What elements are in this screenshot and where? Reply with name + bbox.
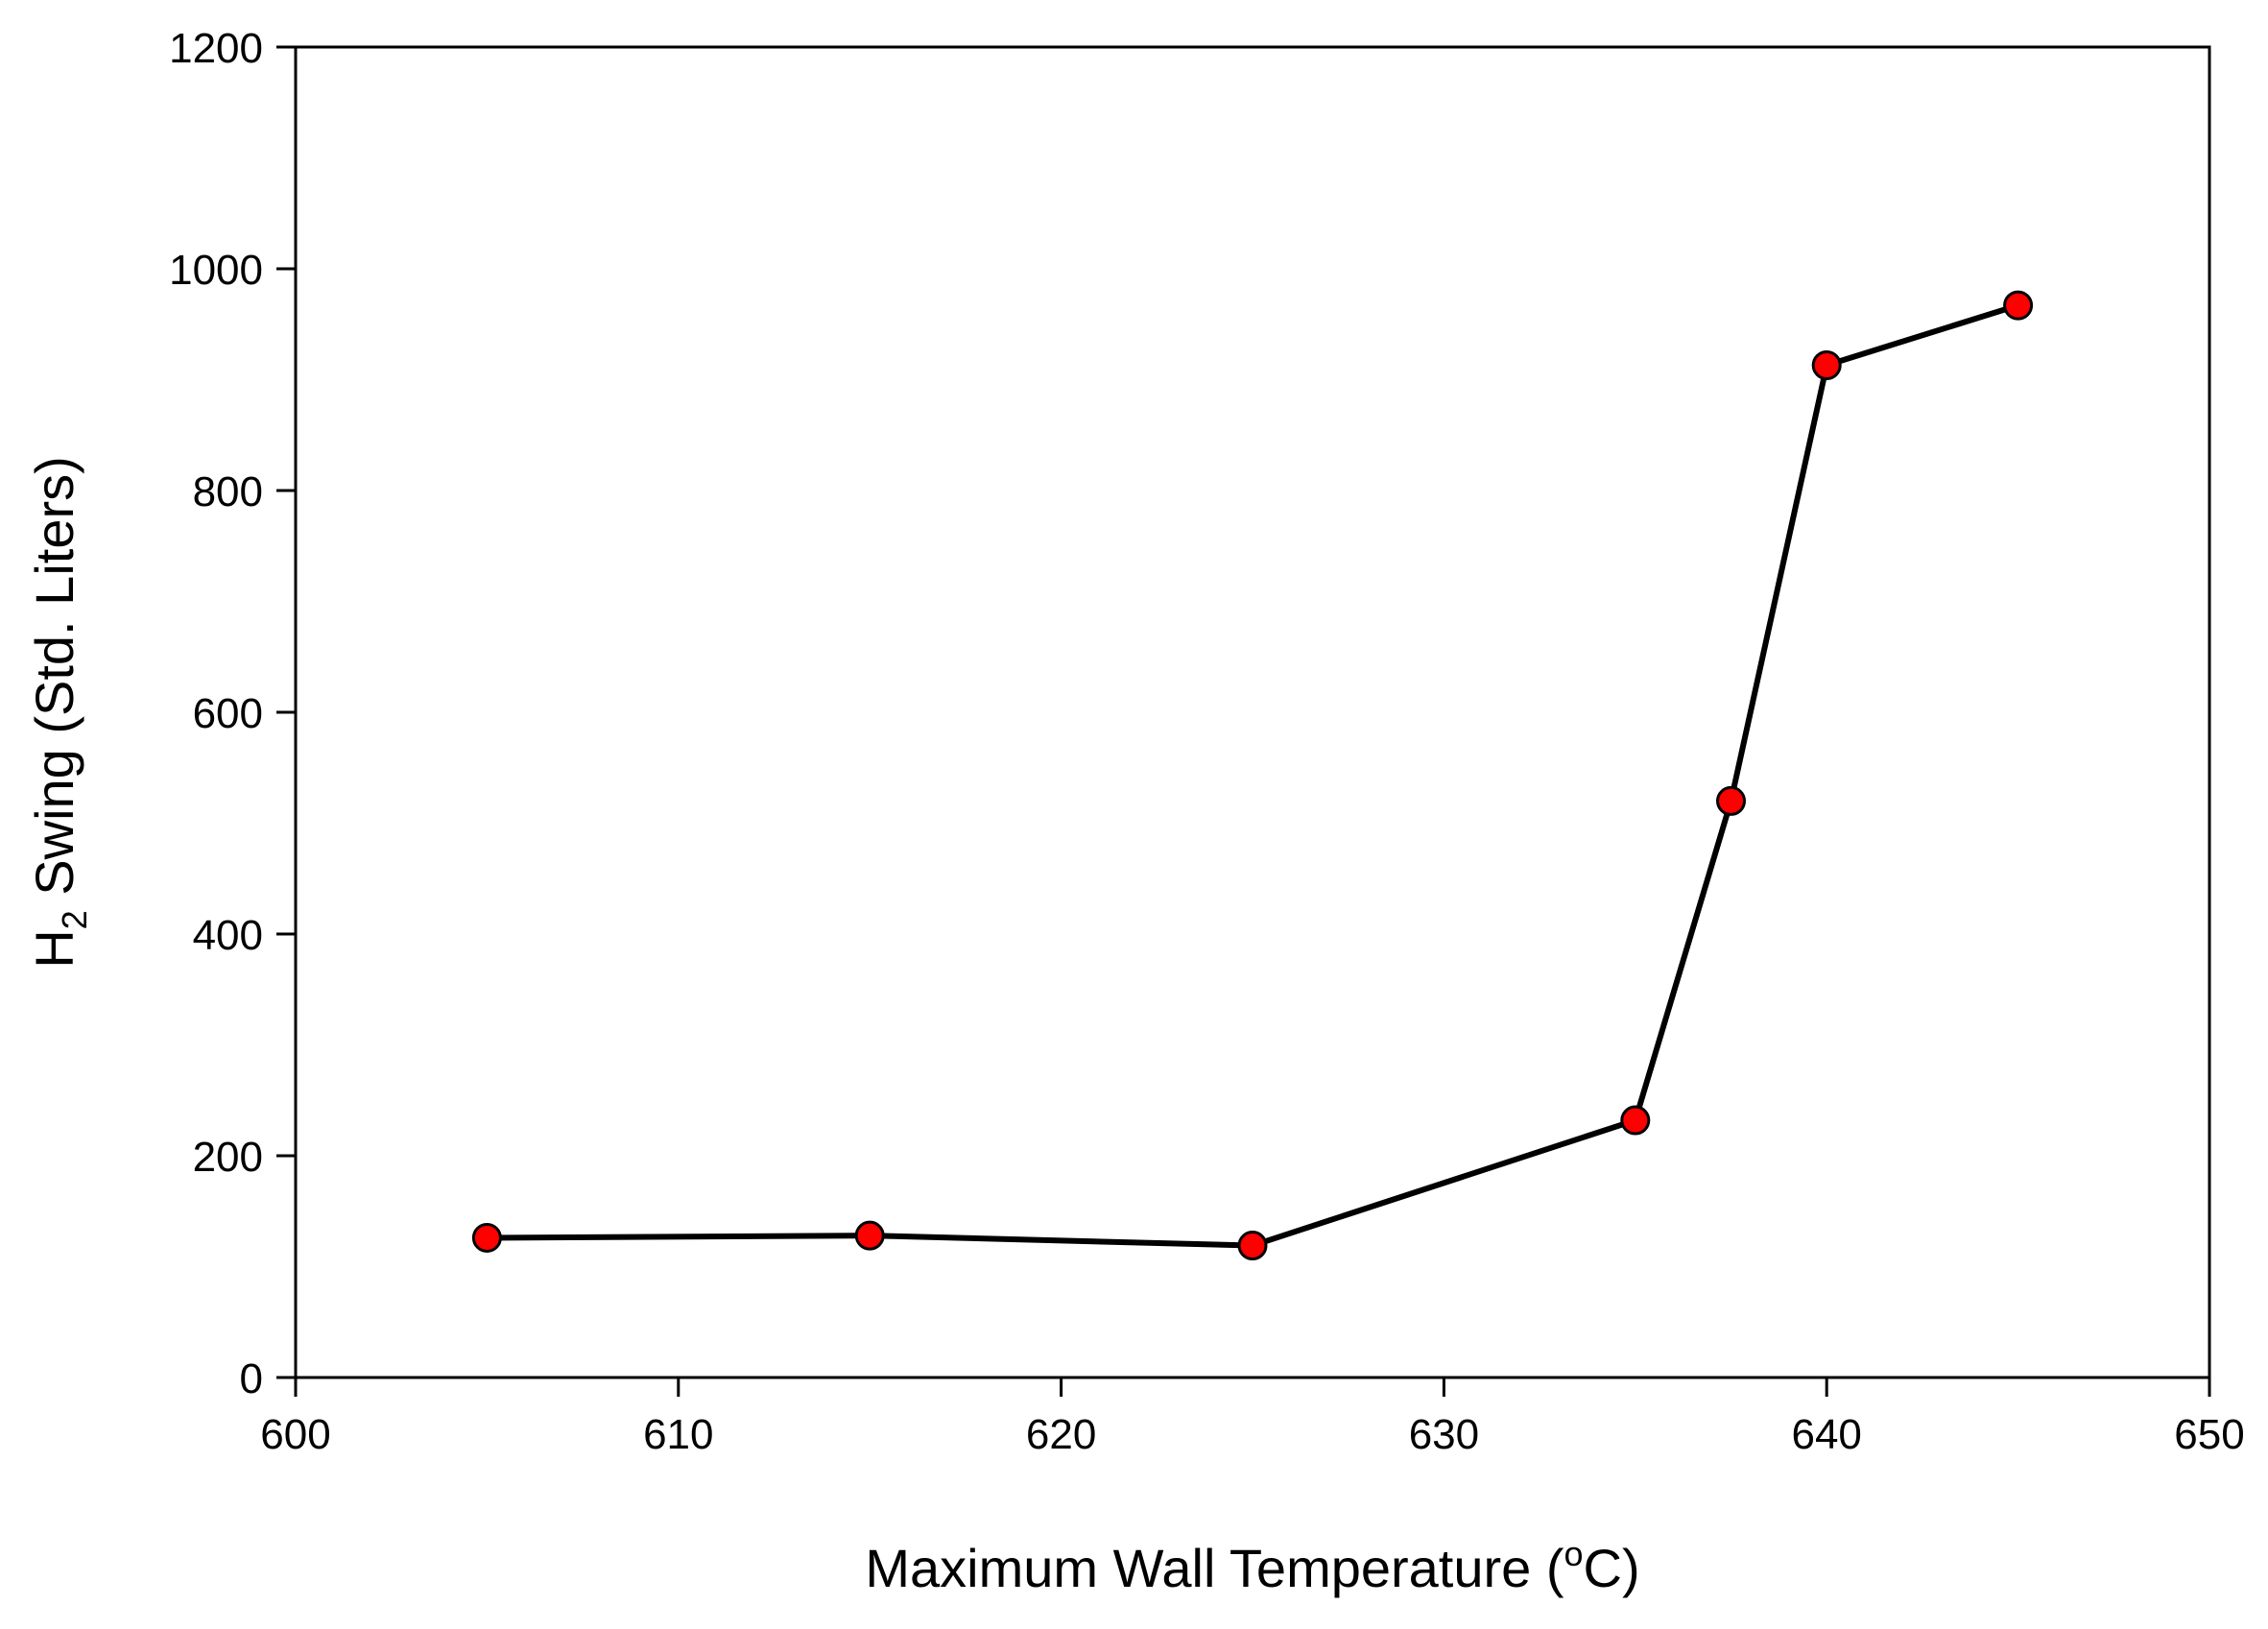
x-tick-label: 600 — [260, 1411, 330, 1458]
data-point — [1716, 785, 1746, 816]
y-axis-title-subscript: 2 — [55, 910, 94, 929]
x-axis-title-prefix: Maximum Wall Temperature ( — [865, 1538, 1564, 1598]
y-tick-label: 800 — [193, 468, 263, 515]
y-axis-ticks: 0 200 400 600 800 1000 1200 — [169, 25, 296, 1402]
x-axis-ticks: 600 610 620 630 640 650 — [260, 1377, 2245, 1458]
y-tick-label: 1200 — [169, 25, 263, 72]
y-tick-label: 1000 — [169, 247, 263, 294]
series-layer — [471, 290, 2034, 1261]
data-point — [854, 1220, 885, 1251]
y-axis-title-suffix: Swing (Std. Liters) — [24, 456, 84, 910]
data-point — [1237, 1231, 1268, 1261]
data-point — [471, 1222, 502, 1253]
x-axis-title-superscript: o — [1564, 1534, 1584, 1573]
y-tick-label: 200 — [193, 1134, 263, 1181]
data-point — [1620, 1105, 1651, 1136]
y-axis-title: H2 Swing (Std. Liters) — [24, 456, 94, 969]
x-tick-label: 610 — [643, 1411, 713, 1458]
data-point — [2003, 290, 2034, 321]
series-line — [484, 302, 2021, 1249]
y-tick-label: 600 — [193, 690, 263, 737]
x-axis-title: Maximum Wall Temperature (oC) — [865, 1534, 1639, 1598]
x-axis-title-suffix: C) — [1584, 1538, 1640, 1598]
x-tick-label: 640 — [1791, 1411, 1861, 1458]
y-axis-title-prefix: H — [24, 929, 84, 968]
y-tick-label: 400 — [193, 912, 263, 959]
y-tick-label: 0 — [240, 1355, 263, 1402]
x-tick-label: 630 — [1409, 1411, 1479, 1458]
data-point — [1811, 349, 1842, 380]
x-tick-label: 650 — [2174, 1411, 2244, 1458]
x-tick-label: 620 — [1026, 1411, 1096, 1458]
plot-frame — [294, 45, 2211, 1379]
